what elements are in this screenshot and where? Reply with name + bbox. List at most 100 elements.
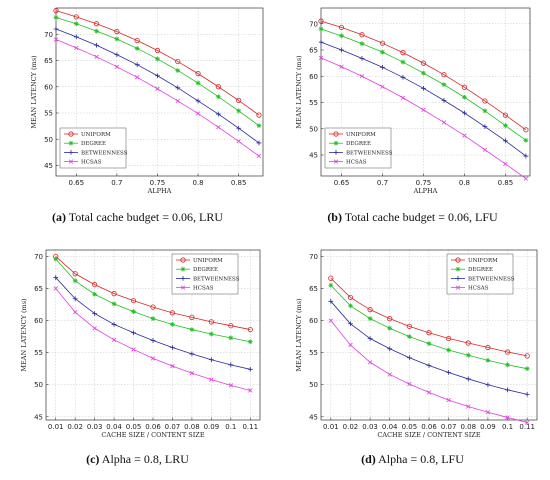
chart-d-point-hcsas-1: [348, 342, 353, 348]
chart-a-point-uniform-10: [256, 112, 262, 118]
chart-b-xlabel: ALPHA: [413, 187, 438, 195]
chart-b-point-degree-7: [462, 94, 467, 100]
chart-b-xtick-label-1: 0.7: [377, 179, 388, 187]
chart-panel-b: 0.65 0.7 0.75 0.8 0.85 45 50 55 60 65 70 ALPHA MEAN …: [275, 0, 550, 240]
chart-a-series-uniform: [53, 8, 262, 118]
chart-a-point-uniform-1: [73, 14, 79, 20]
caption-b: (b) Total cache budget = 0.06, LFU: [275, 210, 550, 225]
chart-a-point-uniform-6: [175, 58, 181, 65]
chart-c-legend: UNIFORM DEGREE BETWEENNESS HCSAS: [171, 253, 240, 295]
chart-b-point-uniform-0: [318, 18, 324, 24]
chart-d-point-uniform-1: [347, 294, 354, 301]
chart-a-xtick-label-4: 0.85: [231, 179, 247, 187]
chart-a-point-hcsas-5: [155, 86, 160, 92]
chart-panel-d: 0.01 0.02 0.03 0.04 0.05 0.06 0.07 0.08 0.09 0.1 0…: [275, 240, 550, 480]
chart-c-legend-marker-3: [180, 285, 186, 290]
chart-c-point-hcsas-1: [72, 310, 78, 315]
chart-d-point-hcsas-5: [426, 390, 432, 395]
chart-panel-a: 0.65 0.7 0.75 0.8 0.85 45 50 55 60 65 70 ALPHA MEAN …: [0, 0, 275, 240]
chart-b-xtick-label-3: 0.8: [459, 179, 470, 187]
chart-d-point-hcsas-2: [367, 360, 373, 365]
chart-c-point-degree-8: [208, 331, 214, 337]
chart-d-point-degree-10: [524, 366, 530, 372]
chart-a-legend-label-hcsas: HCSAS: [81, 160, 102, 166]
chart-b-point-betweenness-4: [400, 74, 406, 80]
chart-b-ytick-label-0: 45: [309, 152, 318, 160]
chart-panel-c: 0.01 0.02 0.03 0.04 0.05 0.06 0.07 0.08 0.09 0.1 0…: [0, 240, 275, 480]
chart-c-point-uniform-7: [189, 314, 195, 320]
chart-d-point-degree-7: [465, 352, 471, 358]
chart-d-legend-label-uniform: UNIFORM: [468, 258, 498, 264]
chart-b-series-betweenness: [318, 39, 529, 159]
chart-b-legend: UNIFORM DEGREE BETWEENNESS HCSAS: [324, 127, 393, 169]
chart-c-xtick-label-6: 0.07: [165, 423, 181, 431]
chart-c-point-uniform-8: [208, 319, 214, 325]
chart-a-ytick-label-0: 45: [44, 162, 53, 170]
chart-c-legend-marker-2: [180, 276, 186, 281]
chart-b-point-uniform-3: [379, 40, 386, 46]
chart-d-point-betweenness-7: [465, 376, 471, 382]
chart-b-point-betweenness-3: [380, 64, 385, 70]
chart-c-point-betweenness-9: [228, 362, 234, 368]
chart-d-point-betweenness-8: [485, 382, 491, 388]
chart-b-point-hcsas-7: [462, 133, 467, 138]
chart-b-xtick-label-2: 0.75: [416, 179, 432, 187]
caption-d: (d) Alpha = 0.8, LFU: [275, 452, 550, 467]
chart-c-point-hcsas-6: [170, 363, 175, 369]
chart-d-legend-marker-3: [455, 285, 461, 290]
chart-b-point-degree-0: [318, 26, 324, 32]
chart-c-legend-marker-1: [180, 266, 186, 272]
chart-b-legend-label-uniform: UNIFORM: [346, 132, 376, 138]
chart-c-point-degree-1: [72, 278, 78, 284]
chart-d-point-degree-9: [505, 362, 510, 368]
chart-d-point-betweenness-0: [328, 298, 334, 304]
caption-d-letter: (d): [361, 452, 376, 466]
chart-b-point-degree-3: [380, 49, 385, 55]
chart-b-xtick-label-0: 0.65: [334, 179, 350, 187]
chart-c-point-betweenness-0: [53, 275, 59, 280]
chart-c-xtick-label-0: 0.01: [48, 423, 64, 431]
chart-a-point-betweenness-4: [134, 62, 140, 68]
chart-c: 0.01 0.02 0.03 0.04 0.05 0.06 0.07 0.08 0.09 0.1 0…: [20, 249, 261, 439]
chart-a-point-degree-3: [114, 36, 120, 42]
chart-b-series-degree: [318, 26, 529, 143]
chart-a-point-hcsas-2: [94, 54, 99, 60]
chart-c-ytick-label-4: 65: [34, 285, 43, 293]
chart-b-point-hcsas-0: [318, 55, 324, 61]
chart-b-point-uniform-8: [482, 98, 488, 104]
chart-a-point-degree-6: [175, 68, 181, 73]
chart-c-xtick-label-7: 0.08: [184, 423, 200, 431]
chart-a-point-hcsas-8: [216, 124, 221, 130]
chart-b-legend-label-degree: DEGREE: [346, 141, 371, 147]
chart-c-point-betweenness-4: [131, 330, 136, 336]
chart-a-point-betweenness-10: [256, 140, 262, 146]
chart-d-xtick-label-9: 0.1: [502, 423, 513, 431]
chart-d-xlabel: CACHE SIZE / CONTENT SIZE: [377, 431, 480, 439]
chart-c-point-uniform-2: [92, 282, 98, 288]
chart-a-xtick-label-3: 0.8: [192, 179, 203, 187]
chart-d-point-degree-4: [406, 334, 412, 340]
caption-b-letter: (b): [327, 210, 342, 224]
chart-d-point-betweenness-5: [426, 363, 432, 368]
chart-d-point-betweenness-6: [446, 370, 452, 375]
chart-d-xtick-label-0: 0.01: [323, 423, 339, 431]
chart-c-point-degree-5: [150, 316, 156, 322]
chart-a-point-hcsas-4: [134, 75, 140, 80]
chart-c-point-hcsas-7: [189, 370, 195, 376]
chart-a-point-degree-7: [195, 80, 201, 86]
caption-c-letter: (c): [86, 452, 100, 466]
chart-d-point-betweenness-1: [348, 321, 353, 327]
chart-c-point-degree-7: [189, 327, 195, 332]
chart-a-legend-label-betweenness: BETWEENNESS: [81, 150, 128, 156]
chart-b-legend-label-hcsas: HCSAS: [346, 160, 367, 166]
chart-a-point-hcsas-0: [53, 37, 59, 42]
chart-d-ytick-label-1: 50: [309, 381, 318, 389]
chart-d-xtick-label-2: 0.03: [362, 423, 378, 431]
chart-c-xtick-label-3: 0.04: [106, 423, 122, 431]
chart-c-point-degree-9: [228, 335, 234, 341]
chart-a-point-degree-0: [53, 15, 59, 20]
chart-a-point-betweenness-1: [73, 34, 79, 40]
chart-d-point-degree-3: [387, 325, 393, 331]
chart-b-point-betweenness-0: [318, 39, 324, 45]
chart-b: 0.65 0.7 0.75 0.8 0.85 45 50 55 60 65 70 ALPHA MEAN …: [295, 7, 531, 195]
